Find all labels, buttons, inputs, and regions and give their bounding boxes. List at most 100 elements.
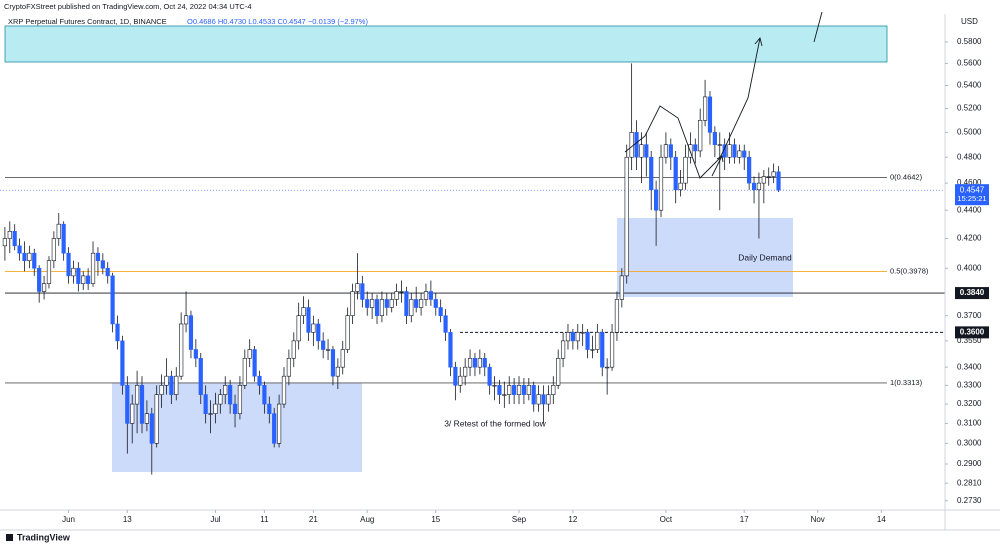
candle-body <box>619 275 624 300</box>
candle-body <box>649 156 654 191</box>
candle-body <box>595 332 600 350</box>
candle-body <box>17 245 22 254</box>
candle-body <box>120 340 125 386</box>
candle-body <box>526 385 531 395</box>
candle-body <box>41 283 47 292</box>
candle-body <box>614 299 620 333</box>
candle-body <box>115 323 120 342</box>
candle-body <box>644 144 649 158</box>
demand-zone <box>112 383 362 472</box>
candle-body <box>232 403 238 414</box>
candle-body <box>139 385 145 424</box>
y-tick-label: 0.4400 <box>957 205 982 214</box>
candle-body <box>428 291 433 300</box>
candle-body <box>668 144 673 158</box>
candle-body <box>335 366 340 377</box>
symbol: XRP Perpetual Futures Contract, 1D, BINA… <box>8 17 167 26</box>
candle-body <box>198 357 203 395</box>
price-tag <box>955 326 989 339</box>
candle-body <box>7 231 12 239</box>
candle-body <box>487 366 492 386</box>
candle-body <box>301 307 306 316</box>
candle-body <box>678 182 683 191</box>
x-tick-label: 12 <box>568 515 577 524</box>
candle-body <box>609 332 615 368</box>
candle-body <box>712 132 717 145</box>
candle-body <box>134 385 140 405</box>
price-tag-label: 0.3840 <box>960 288 985 297</box>
candle-body <box>751 182 757 191</box>
candle-body <box>154 394 159 444</box>
price-tag-label: 0.3600 <box>960 327 985 336</box>
candle-body <box>61 223 66 254</box>
candle-body <box>208 413 213 415</box>
arrow-head <box>716 155 724 163</box>
candle-body <box>76 267 81 284</box>
candle-body <box>340 349 345 368</box>
candle-body <box>365 299 370 308</box>
projection-path <box>711 155 723 177</box>
candle-body <box>634 132 639 158</box>
candle-body <box>374 299 380 316</box>
candle-body <box>27 252 32 261</box>
ohlc: O0.4686 H0.4730 L0.4533 C0.4547 −0.0139 … <box>187 17 368 26</box>
candle-body <box>291 340 296 359</box>
candle-body <box>130 403 135 424</box>
candle-body <box>37 267 42 292</box>
candles <box>2 63 781 475</box>
y-tick-label: 0.4800 <box>957 152 982 161</box>
candle-body <box>218 394 223 405</box>
candle-body <box>286 357 291 377</box>
candle-body <box>174 375 179 395</box>
x-tick-label: 11 <box>260 515 269 524</box>
candle-body <box>51 238 56 261</box>
candle-body <box>325 349 331 351</box>
fib-label: 0(0.4642) <box>890 173 923 182</box>
candle-body <box>639 144 644 158</box>
candle-body <box>213 403 218 414</box>
candle-body <box>2 238 7 247</box>
candle-body <box>252 349 257 377</box>
candle-body <box>159 385 164 395</box>
candle-body <box>71 267 76 277</box>
candle-body <box>237 385 243 414</box>
candle-body <box>497 385 502 395</box>
candle-body <box>384 299 389 308</box>
candle-body <box>727 144 732 158</box>
candle-body <box>66 252 71 277</box>
countdown: 15:25:21 <box>957 194 986 203</box>
x-tick-label: Nov <box>811 515 825 524</box>
levels: 0(0.4642) 0.5(0.3978) 1(0.3313) <box>0 173 945 387</box>
candle-body <box>512 385 517 395</box>
candle-body <box>507 385 512 395</box>
candle-body <box>404 291 409 316</box>
candle-body <box>502 394 507 396</box>
candle-body <box>276 403 282 444</box>
y-tick-label: 0.4600 <box>957 178 982 187</box>
candle-body <box>776 171 781 191</box>
candle-body <box>590 349 595 351</box>
y-tick-label: 0.4000 <box>957 263 982 272</box>
candle-body <box>223 385 228 395</box>
candle-body <box>379 299 385 316</box>
y-tick-label: 0.4200 <box>957 234 982 243</box>
candle-body <box>110 275 115 325</box>
candle-body <box>32 252 37 269</box>
candle-body <box>698 120 703 152</box>
candle-body <box>766 176 771 178</box>
last-price-tag <box>955 184 989 206</box>
y-tick-label: 0.2810 <box>957 478 982 487</box>
candle-body <box>732 144 737 158</box>
y-tick-label: 0.3000 <box>957 438 982 447</box>
candle-body <box>125 385 130 424</box>
candle-body <box>448 332 453 368</box>
candle-body <box>370 299 375 308</box>
candle-body <box>46 260 52 284</box>
y-tick-label: 0.3300 <box>957 380 982 389</box>
candle-body <box>409 299 414 316</box>
candle-body <box>56 223 61 239</box>
candle-body <box>100 260 105 269</box>
candle-body <box>321 340 326 350</box>
candle-body <box>467 357 473 368</box>
candle-body <box>281 375 287 405</box>
